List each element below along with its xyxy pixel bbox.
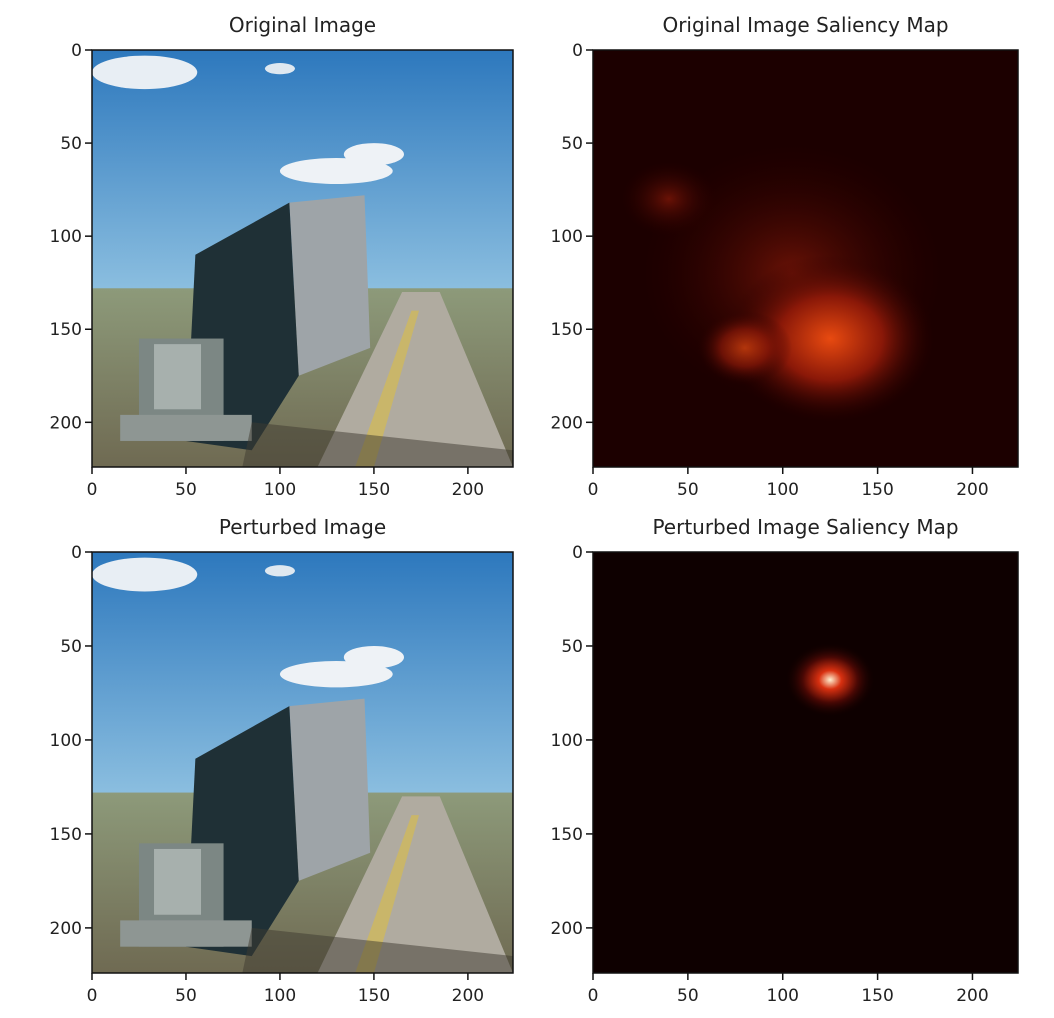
y-tick-label: 50 — [60, 134, 82, 154]
x-tick-label: 100 — [767, 986, 799, 1006]
y-tick-label: 0 — [71, 543, 82, 563]
y-tick-label: 200 — [551, 919, 583, 939]
subplot-title: Perturbed Image — [219, 515, 386, 539]
y-tick-label: 100 — [551, 227, 583, 247]
y-tick-label: 200 — [50, 919, 82, 939]
x-tick-label: 100 — [767, 480, 799, 500]
x-tick-label: 0 — [588, 480, 599, 500]
x-tick-label: 50 — [677, 480, 699, 500]
y-tick-label: 100 — [551, 731, 583, 751]
y-tick-label: 0 — [71, 41, 82, 61]
x-tick-label: 0 — [87, 480, 98, 500]
y-tick-label: 0 — [572, 543, 583, 563]
y-tick-label: 0 — [572, 41, 583, 61]
y-tick-label: 50 — [60, 637, 82, 657]
y-tick-label: 50 — [561, 637, 583, 657]
x-tick-label: 0 — [87, 986, 98, 1006]
x-tick-label: 50 — [175, 986, 197, 1006]
y-tick-label: 150 — [50, 825, 82, 845]
y-tick-label: 150 — [551, 825, 583, 845]
x-tick-label: 0 — [588, 986, 599, 1006]
x-tick-label: 200 — [452, 986, 484, 1006]
saliency-original — [593, 50, 1018, 467]
figure: Original Image 0 50 100 150 200 0 50 100 150 200 Or… — [0, 0, 1054, 1014]
y-tick-label: 200 — [50, 413, 82, 433]
x-tick-label: 100 — [264, 480, 296, 500]
saliency-perturbed — [593, 552, 1018, 973]
y-tick-label: 100 — [50, 731, 82, 751]
subplot-title: Original Image — [229, 13, 376, 37]
y-tick-label: 50 — [561, 134, 583, 154]
x-tick-label: 200 — [956, 480, 988, 500]
y-tick-label: 150 — [551, 320, 583, 340]
y-tick-label: 200 — [551, 413, 583, 433]
y-tick-label: 150 — [50, 320, 82, 340]
subplot-title: Original Image Saliency Map — [662, 13, 948, 37]
y-tick-label: 100 — [50, 227, 82, 247]
subplot-title: Perturbed Image Saliency Map — [652, 515, 958, 539]
x-tick-label: 200 — [956, 986, 988, 1006]
x-tick-label: 150 — [861, 986, 893, 1006]
x-tick-label: 150 — [358, 986, 390, 1006]
x-tick-label: 200 — [452, 480, 484, 500]
x-tick-label: 50 — [175, 480, 197, 500]
x-tick-label: 100 — [264, 986, 296, 1006]
x-tick-label: 50 — [677, 986, 699, 1006]
image-perturbed — [92, 552, 513, 973]
x-tick-label: 150 — [358, 480, 390, 500]
image-original — [92, 50, 513, 467]
x-tick-label: 150 — [861, 480, 893, 500]
